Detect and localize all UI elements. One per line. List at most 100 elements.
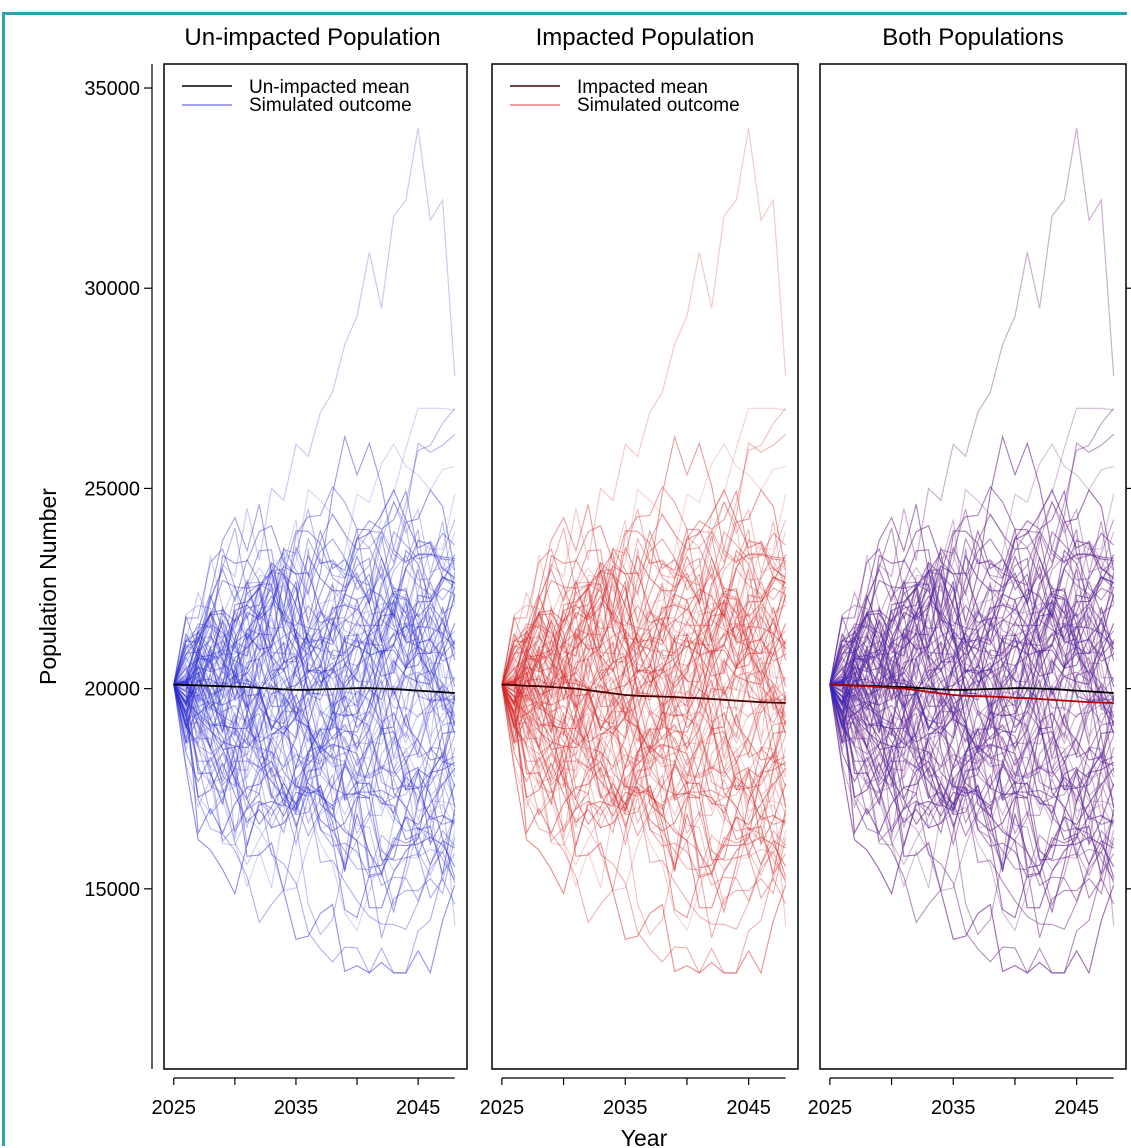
simulated-outcome-line [501, 519, 787, 744]
simulated-outcome-line [173, 684, 456, 931]
impacted-simulated-line [829, 664, 1115, 874]
impacted-simulated-line [829, 600, 1115, 826]
impacted-simulated-line [829, 127, 1115, 685]
unimpacted-simulated-line [829, 600, 1115, 826]
simulated-outcome-line [501, 407, 786, 744]
impacted-simulated-line [829, 679, 1115, 903]
impacted-simulated-line [829, 614, 1115, 838]
simulated-outcome-line [173, 576, 456, 832]
impacted-simulated-line [829, 501, 1115, 784]
panel-border [491, 63, 799, 1070]
impacted-simulated-line [829, 488, 1115, 696]
y-tick-label: 35000 [84, 78, 140, 100]
impacted-simulated-line [829, 663, 1115, 828]
panel-title: Impacted Population [536, 24, 755, 51]
simulated-outcome-line [501, 584, 787, 764]
unimpacted-simulated-line [829, 565, 1115, 875]
simulated-outcome-line [501, 581, 787, 692]
simulated-outcome-line [501, 662, 787, 866]
unimpacted-simulated-line [829, 614, 1115, 772]
simulated-outcome-line [501, 605, 787, 786]
impacted-simulated-line [829, 570, 1115, 725]
unimpacted-simulated-line [829, 614, 1115, 838]
simulated-outcome-line [501, 552, 787, 711]
impacted-simulated-line [829, 643, 1115, 932]
simulated-outcome-line [501, 669, 787, 869]
unimpacted-simulated-line [829, 407, 1115, 779]
simulated-outcome-line [173, 632, 456, 816]
simulated-outcome-line [173, 681, 456, 907]
simulated-outcome-line [501, 555, 787, 735]
simulated-outcome-line [173, 581, 456, 692]
unimpacted-simulated-line [829, 434, 1114, 719]
simulated-outcome-line [173, 684, 456, 938]
impacted-simulated-line [829, 555, 1115, 735]
unimpacted-simulated-line [829, 443, 1114, 701]
impacted-simulated-line [829, 681, 1115, 907]
simulated-outcome-line [501, 604, 787, 796]
simulated-outcome-line [501, 501, 787, 784]
mean-line [501, 683, 786, 704]
simulated-outcome-line [501, 618, 787, 919]
impacted-simulated-line [829, 527, 1115, 708]
impacted-simulated-line [829, 605, 1114, 792]
unimpacted-simulated-line [829, 669, 1115, 869]
unimpacted-simulated-line [829, 519, 1115, 690]
simulated-outcome-line [501, 684, 787, 975]
simulated-outcome-line [173, 618, 456, 919]
simulated-outcome-line [173, 513, 456, 685]
unimpacted-simulated-line [829, 606, 1115, 757]
unimpacted-simulated-line [829, 557, 1114, 686]
simulated-outcome-line [501, 578, 787, 847]
simulated-traces [173, 127, 456, 975]
simulated-outcome-line [501, 443, 786, 701]
simulated-outcome-line [501, 493, 787, 696]
impacted-simulated-line [829, 613, 1114, 872]
impacted-simulated-line [829, 570, 1115, 763]
unimpacted-simulated-line [829, 488, 1115, 696]
simulated-outcome-line [173, 679, 456, 903]
simulated-outcome-line [173, 527, 456, 708]
simulated-outcome-line [173, 548, 455, 788]
impacted-simulated-line [829, 684, 1115, 931]
impacted-simulated-line [829, 572, 1115, 768]
unimpacted-simulated-line [829, 661, 1115, 926]
impacted-simulated-line [829, 679, 1114, 830]
unimpacted-simulated-line [829, 672, 1114, 774]
unimpacted-simulated-line [829, 594, 1115, 741]
unimpacted-simulated-line [829, 594, 1115, 716]
impacted-simulated-line [829, 488, 1115, 750]
simulated-outcome-line [173, 434, 455, 719]
simulated-outcome-line [173, 614, 456, 772]
x-tick-label: 2025 [152, 1097, 197, 1119]
simulated-outcome-line [173, 594, 456, 716]
simulated-outcome-line [501, 530, 787, 705]
simulated-outcome-line [173, 669, 456, 869]
unimpacted-simulated-line [829, 684, 1115, 889]
x-tick-label: 2035 [274, 1097, 319, 1119]
impacted-simulated-line [829, 493, 1115, 696]
x-tick-label: 2045 [1054, 1097, 1099, 1119]
simulated-outcome-line [173, 584, 456, 764]
impacted-simulated-line [829, 684, 1114, 909]
simulated-outcome-line [501, 684, 787, 834]
panel-2: Impacted Population 2025 2035 2045 Impacted … [480, 24, 799, 1119]
impacted-simulated-line [829, 620, 1115, 778]
unimpacted-simulated-line [829, 684, 1115, 938]
unimpacted-simulated-line [829, 489, 1114, 730]
impacted-simulated-line [829, 614, 1115, 772]
unimpacted-simulated-line [829, 684, 1114, 878]
x-axis: 2025 2035 2045 [152, 1077, 455, 1119]
simulated-outcome-line [501, 585, 786, 751]
simulated-outcome-line [173, 604, 456, 796]
simulated-outcome-line [173, 679, 455, 830]
impacted-simulated-line [829, 601, 1115, 774]
unimpacted-simulated-line [829, 605, 1115, 786]
impacted-simulated-line [829, 669, 1115, 869]
simulated-outcome-line [501, 684, 787, 924]
impacted-simulated-line [829, 606, 1115, 757]
simulated-outcome-line [173, 501, 456, 784]
unimpacted-simulated-line [829, 639, 1115, 905]
simulated-outcome-line [501, 499, 787, 728]
simulated-outcome-line [173, 433, 456, 685]
